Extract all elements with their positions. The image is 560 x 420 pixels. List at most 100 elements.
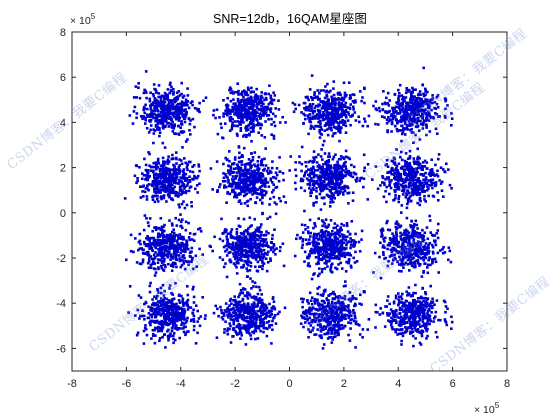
scatter-point [243,115,246,119]
scatter-point [332,175,336,179]
scatter-point [394,194,397,197]
scatter-point [162,225,165,229]
scatter-point [413,120,417,124]
scatter-point [319,179,322,183]
scatter-point [412,183,415,186]
scatter-point [160,266,164,270]
scatter-point [395,228,398,231]
scatter-point [396,186,400,190]
scatter-point [337,157,341,161]
scatter-point [187,260,191,263]
scatter-point [151,114,154,117]
scatter-point [173,166,176,169]
scatter-point [154,271,158,274]
scatter-point [178,257,181,260]
scatter-point [422,245,425,249]
scatter-point [308,184,312,187]
scatter-point [246,204,249,208]
scatter-point [352,242,356,246]
scatter-point [304,117,307,121]
scatter-point [303,260,306,263]
scatter-point [270,133,273,136]
scatter-point [177,112,181,116]
scatter-point [291,101,295,105]
scatter-point [318,257,321,261]
scatter-point [410,253,414,257]
scatter-point [186,103,189,107]
scatter-point [324,247,328,251]
scatter-point [377,106,381,110]
scatter-point [154,119,157,123]
scatter-point [420,251,423,254]
scatter-point [190,238,194,241]
scatter-point [416,104,419,107]
scatter-point [410,264,414,268]
scatter-point [342,113,346,116]
scatter-point [255,117,258,121]
scatter-point [170,253,173,256]
scatter-point [167,105,170,109]
scatter-point [414,219,418,223]
scatter-point [159,191,162,194]
scatter-point [319,122,322,126]
scatter-point [427,119,431,122]
scatter-point [166,233,169,237]
scatter-point [177,119,181,122]
scatter-point [184,98,188,102]
scatter-point [426,250,429,253]
scatter-point [405,161,408,164]
scatter-point [425,125,428,128]
scatter-point [255,87,258,91]
scatter-point [236,112,240,115]
scatter-point [443,170,446,173]
scatter-point [262,262,266,265]
scatter-point [395,119,398,122]
scatter-point [262,248,266,252]
scatter-point [421,127,425,130]
scatter-point [347,258,351,262]
scatter-point [320,106,324,110]
scatter-point [167,111,171,115]
scatter-point [422,259,425,262]
scatter-point [270,102,274,106]
scatter-point [232,102,235,106]
scatter-point [330,244,334,248]
scatter-point [401,95,405,99]
scatter-point [242,263,245,267]
scatter-point [261,212,264,216]
scatter-point [263,167,266,171]
scatter-point [244,254,248,258]
scatter-point [332,166,336,170]
scatter-point [161,111,165,114]
scatter-point [446,104,449,107]
scatter-point [146,178,149,182]
scatter-point [211,188,214,191]
scatter-point [388,244,391,247]
scatter-point [240,266,243,269]
scatter-point [416,170,419,174]
scatter-point [181,255,184,258]
scatter-point [411,178,415,181]
scatter-point [312,156,315,159]
scatter-point [255,188,258,191]
scatter-point [249,118,253,122]
scatter-point [247,244,251,247]
scatter-point [326,187,329,190]
scatter-point [423,244,427,248]
scatter-point [182,130,186,133]
scatter-point [349,123,352,127]
scatter-point [323,243,326,246]
scatter-point [180,176,183,180]
scatter-point [192,178,195,181]
scatter-point [158,167,162,171]
scatter-point [381,229,385,232]
scatter-point [333,164,336,167]
scatter-point [436,251,440,255]
scatter-point [133,174,137,178]
scatter-point [333,106,337,110]
scatter-point [432,181,435,185]
scatter-point [176,110,179,114]
scatter-point [425,226,429,229]
scatter-point [321,252,325,256]
scatter-point [177,242,180,246]
